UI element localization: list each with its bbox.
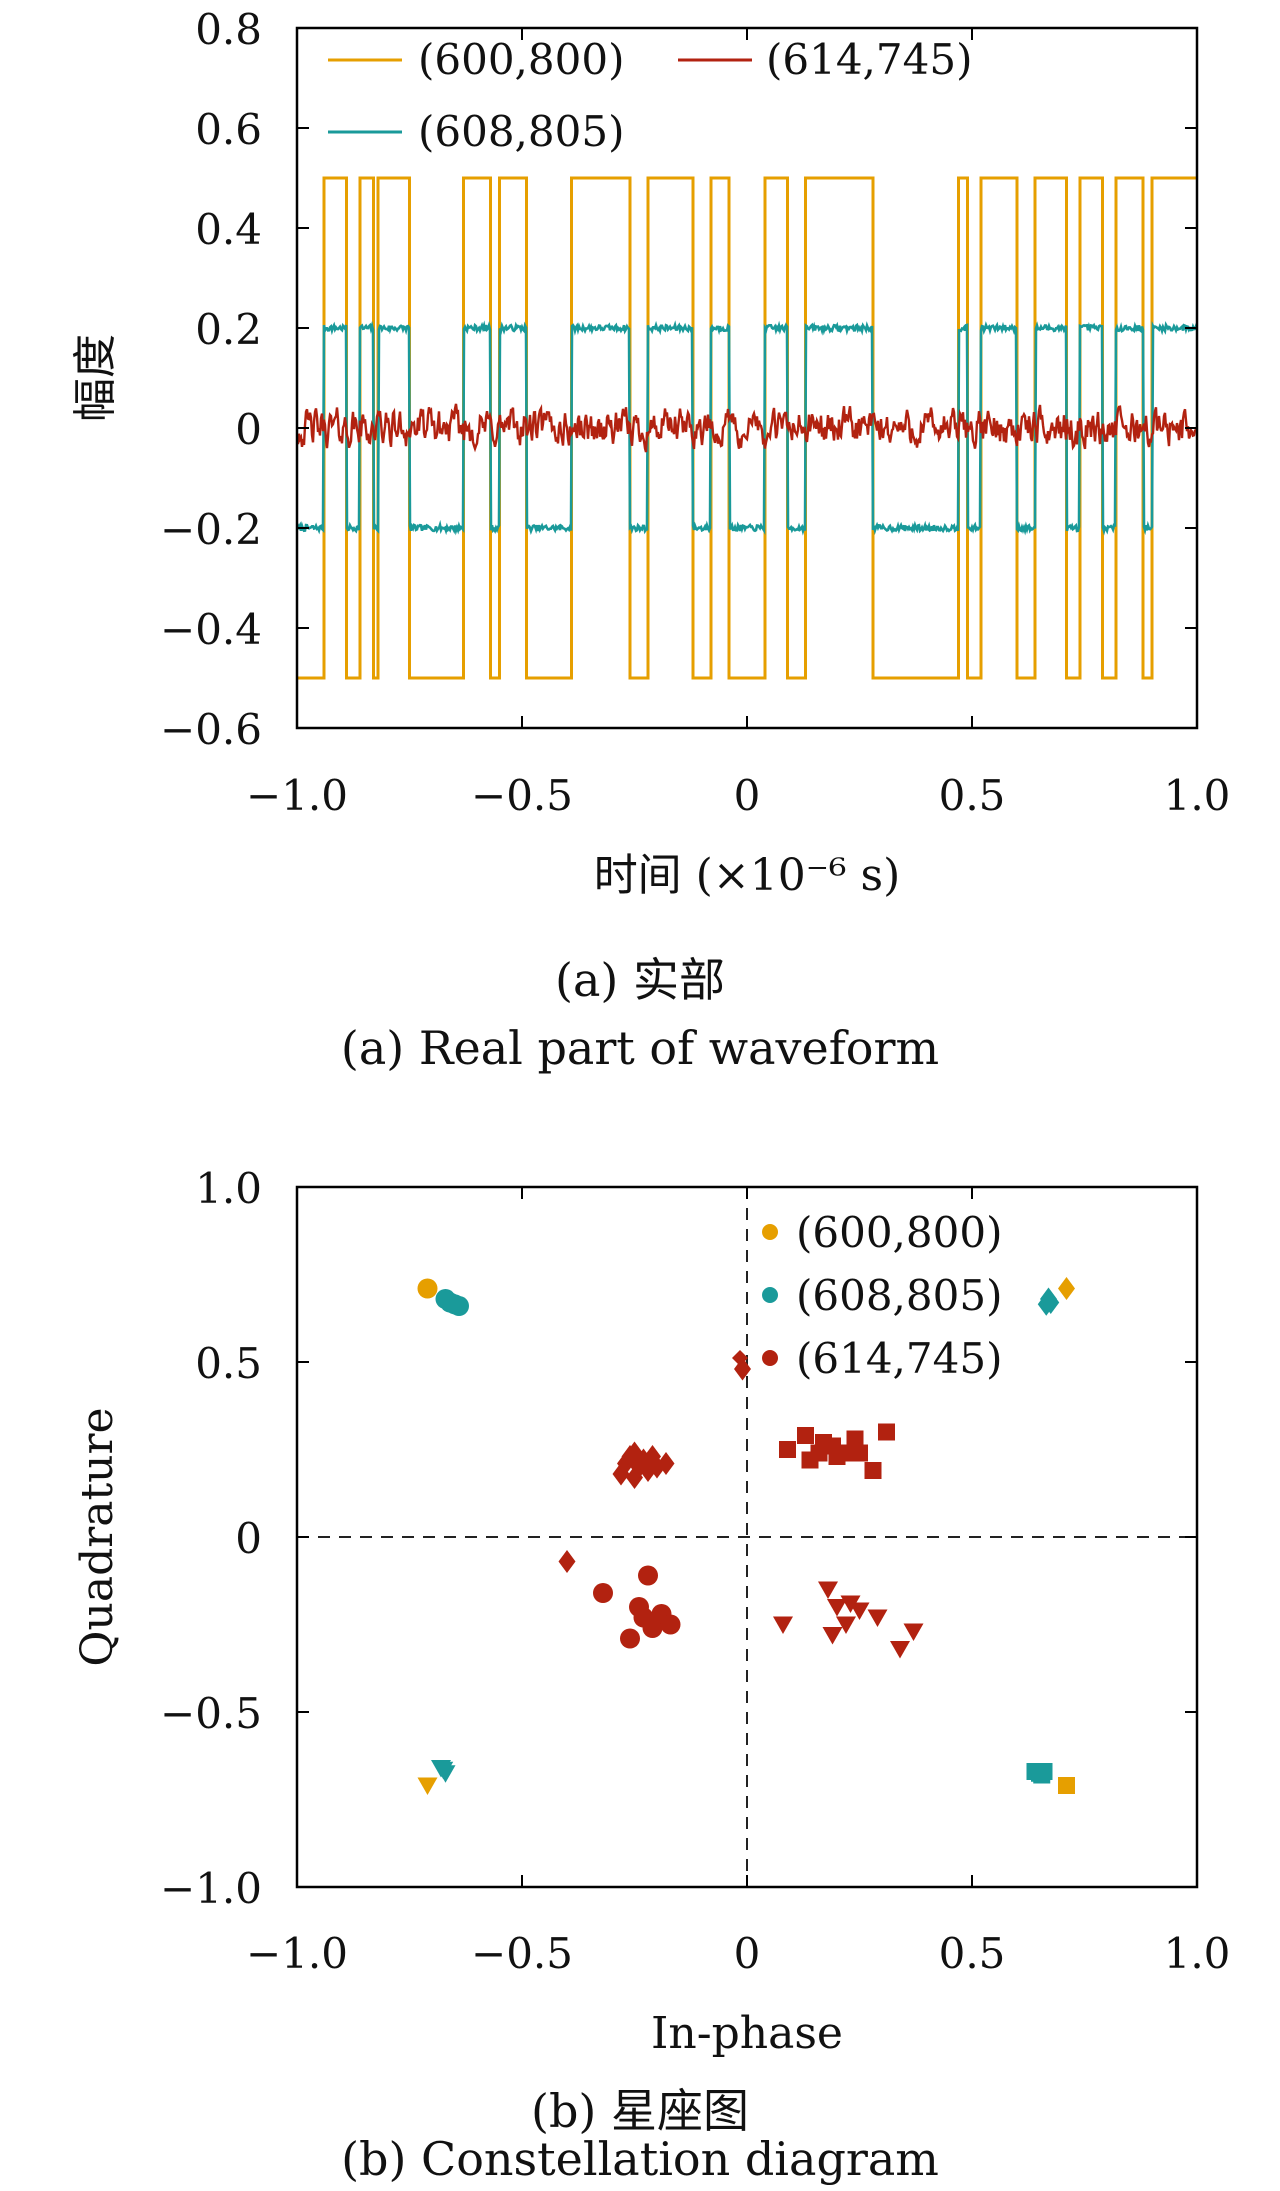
legend-swatch-614-745-diamond xyxy=(732,1350,748,1366)
y-tick-label: 0.2 xyxy=(195,305,262,354)
legend-swatch-614-745 xyxy=(762,1350,778,1366)
x-tick-label: 0 xyxy=(734,771,761,820)
point-614-745-triangle xyxy=(849,1602,870,1620)
x-tick-label: −1.0 xyxy=(246,771,348,820)
point-614-745-square xyxy=(779,1441,796,1458)
constellation-points xyxy=(417,1277,1075,1795)
point-614-745-circle xyxy=(620,1628,640,1649)
point-614-745-square xyxy=(797,1427,814,1444)
point-614-745-triangle xyxy=(867,1609,888,1627)
x-tick-label: −1.0 xyxy=(246,1929,348,1978)
y-tick-label: −0.2 xyxy=(160,505,262,554)
y-tick-label: −0.4 xyxy=(160,605,262,654)
legend-label: (614,745) xyxy=(766,35,972,84)
point-614-745-square xyxy=(864,1462,882,1479)
x-axis-label: 时间 (×10⁻⁶ s) xyxy=(594,850,901,901)
point-600-800-triangle xyxy=(417,1777,438,1795)
x-tick-label: 1.0 xyxy=(1164,1929,1231,1978)
point-614-745-square xyxy=(851,1444,868,1462)
legend-label: (614,745) xyxy=(796,1334,1002,1383)
y-tick-label: 0.4 xyxy=(195,205,262,254)
point-614-745-triangle xyxy=(822,1627,843,1645)
figure-b-caption-cn: (b) 星座图 xyxy=(531,2084,749,2138)
legend-swatch-600-800 xyxy=(762,1224,778,1240)
point-608-805-diamond xyxy=(1042,1291,1060,1314)
point-614-745-circle xyxy=(638,1565,658,1586)
point-614-745-diamond xyxy=(657,1452,675,1475)
series-line-608-805 xyxy=(297,320,1197,536)
point-614-745-circle xyxy=(660,1614,681,1635)
point-608-805-square xyxy=(1033,1766,1051,1784)
y-axis-label: Quadrature xyxy=(72,1407,123,1666)
point-614-745-triangle xyxy=(903,1623,924,1641)
legend-label: (608,805) xyxy=(796,1271,1002,1320)
waveform-chart: 0.8 0.6 0.4 0.2 0 −0.2 −0.4 −0.6 −1.0 −0… xyxy=(70,5,1231,901)
waveform-series-group xyxy=(297,176,1197,680)
y-tick-label: 0.6 xyxy=(195,105,262,154)
point-614-745-diamond xyxy=(558,1550,576,1573)
point-614-745-triangle xyxy=(836,1616,856,1634)
y-tick-label: −1.0 xyxy=(160,1864,262,1913)
point-614-745-circle xyxy=(593,1583,613,1603)
legend: (600,800) (608,805) (614,745) xyxy=(732,1208,1002,1383)
x-tick-label: −0.5 xyxy=(471,1929,573,1978)
point-600-800-square xyxy=(1058,1777,1075,1794)
point-614-745-triangle xyxy=(773,1616,793,1634)
point-614-745-square xyxy=(846,1430,864,1448)
point-614-745-square xyxy=(878,1423,895,1441)
axis-ticks xyxy=(296,1186,1198,1888)
y-tick-label: 0 xyxy=(235,1514,262,1563)
figure-b-caption-en: (b) Constellation diagram xyxy=(341,2132,939,2186)
x-axis-label: In-phase xyxy=(651,2008,843,2059)
point-600-800-diamond xyxy=(1058,1277,1075,1300)
point-614-745-triangle xyxy=(890,1641,910,1659)
point-608-805-circle xyxy=(449,1296,469,1316)
x-tick-label: 0 xyxy=(734,1929,761,1978)
point-614-745-square xyxy=(837,1444,855,1462)
y-tick-label: −0.5 xyxy=(160,1689,262,1738)
x-tick-label: −0.5 xyxy=(471,771,573,820)
axis-ticks xyxy=(296,27,1198,729)
point-614-745-triangle xyxy=(818,1581,838,1599)
x-tick-label: 0.5 xyxy=(939,771,1006,820)
legend-label: (600,800) xyxy=(796,1208,1002,1257)
y-axis-label: 幅度 xyxy=(70,334,121,422)
legend-label: (608,805) xyxy=(418,107,624,156)
figure-a-caption-cn: (a) 实部 xyxy=(555,953,725,1007)
legend: (600,800) (614,745) (608,805) xyxy=(328,35,972,156)
legend-label: (600,800) xyxy=(418,35,624,84)
legend-swatch-608-805 xyxy=(762,1287,778,1303)
figure-a-caption-en: (a) Real part of waveform xyxy=(340,1021,940,1075)
x-tick-label: 0.5 xyxy=(939,1929,1006,1978)
y-tick-label: 1.0 xyxy=(195,1164,262,1213)
y-tick-label: 0 xyxy=(235,405,262,454)
y-tick-label: 0.8 xyxy=(195,5,262,54)
y-tick-label: −0.6 xyxy=(160,705,262,754)
constellation-chart: 1.0 0.5 0 −0.5 −1.0 −1.0 −0.5 0 0.5 1.0 … xyxy=(72,1164,1231,2059)
y-tick-label: 0.5 xyxy=(195,1339,262,1388)
series-line-614-745 xyxy=(297,403,1197,453)
x-tick-label: 1.0 xyxy=(1164,771,1231,820)
point-600-800-circle xyxy=(417,1278,438,1299)
point-614-745-triangle xyxy=(827,1599,847,1617)
point-608-805-triangle xyxy=(435,1765,456,1783)
